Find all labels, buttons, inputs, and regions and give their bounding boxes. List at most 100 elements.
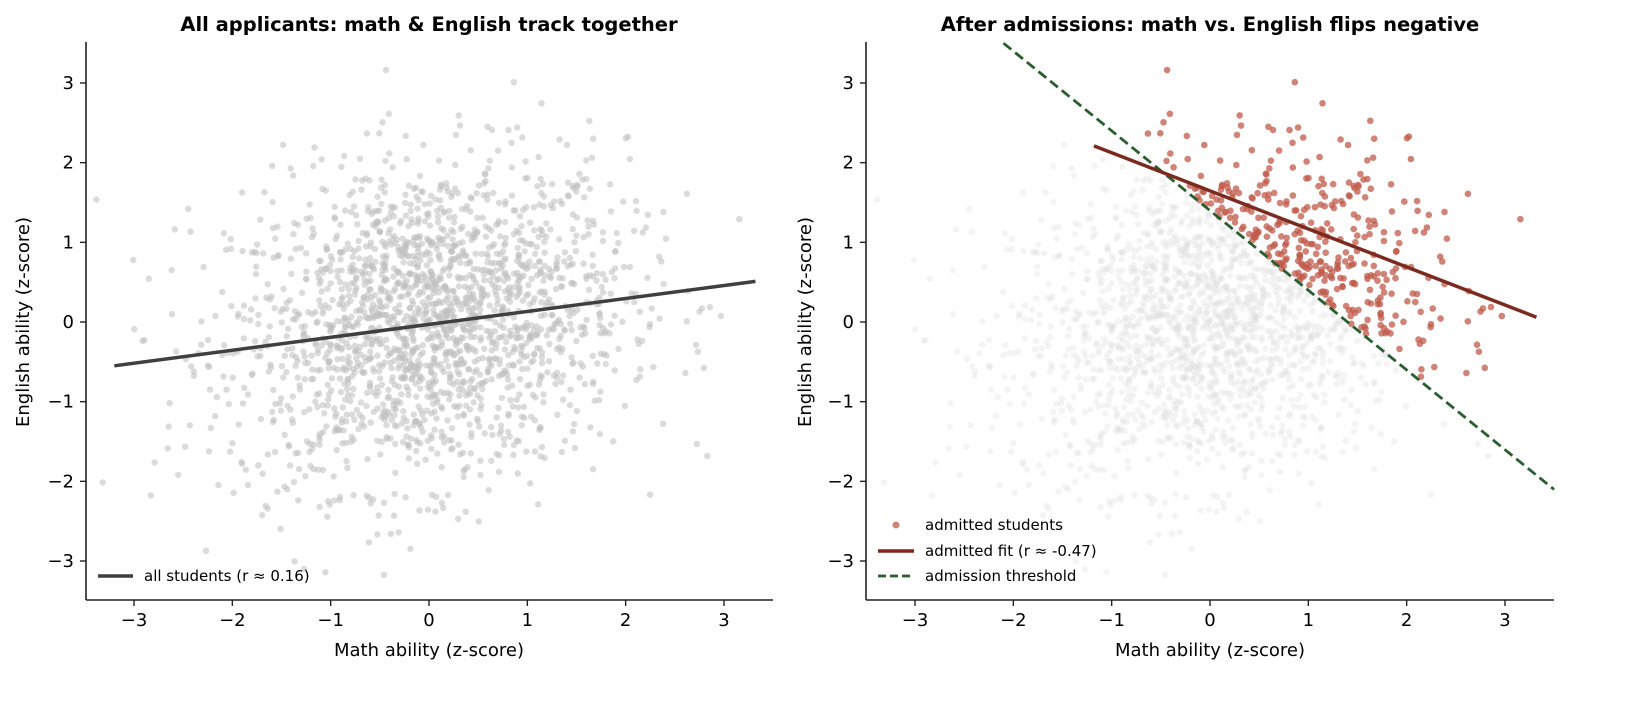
applicant-point (568, 326, 575, 334)
rejected-point (1311, 298, 1318, 306)
rejected-point (1309, 413, 1316, 420)
admitted-point (1439, 258, 1446, 265)
rejected-point (1170, 374, 1177, 381)
rejected-point (1240, 323, 1248, 331)
applicant-point (466, 421, 473, 428)
applicant-point (589, 352, 596, 359)
rejected-point (1163, 260, 1170, 267)
applicant-point (611, 312, 618, 319)
admitted-point (1312, 262, 1320, 270)
rejected-point (1194, 418, 1201, 425)
rejected-point (1140, 177, 1147, 184)
rejected-point (1252, 368, 1259, 376)
rejected-point (1236, 240, 1244, 247)
rejected-point (1210, 359, 1218, 366)
applicant-point (166, 399, 173, 407)
rejected-point (1000, 351, 1007, 359)
rejected-point (1244, 402, 1251, 409)
rejected-point (1207, 250, 1214, 257)
rejected-point (1105, 513, 1112, 520)
applicant-point (235, 310, 242, 317)
rejected-point (1246, 366, 1254, 373)
rejected-point (1165, 394, 1173, 402)
rejected-point (1002, 342, 1009, 349)
admitted-point (1226, 214, 1234, 221)
rejected-point (1172, 240, 1180, 247)
applicant-point (173, 348, 180, 355)
applicant-point (496, 452, 503, 459)
applicant-point (385, 229, 392, 237)
rejected-point (1249, 429, 1256, 437)
rejected-point (1281, 332, 1289, 340)
applicant-point (422, 456, 429, 463)
applicant-point (510, 441, 518, 449)
applicant-point (416, 420, 423, 428)
applicant-point (573, 232, 580, 239)
applicant-point (435, 289, 442, 296)
admission-threshold-line (1002, 42, 1555, 491)
rejected-point (1238, 347, 1245, 355)
admitted-point (1267, 157, 1275, 164)
applicant-point (367, 254, 374, 262)
applicant-point (283, 333, 291, 340)
applicant-point (457, 347, 464, 355)
applicant-point (337, 221, 344, 228)
rejected-point (1260, 354, 1268, 362)
admitted-point (1382, 329, 1389, 337)
rejected-point (1151, 389, 1158, 396)
rejected-point (1177, 301, 1184, 309)
rejected-point (1157, 324, 1164, 331)
rejected-point (1181, 362, 1189, 369)
rejected-point (1291, 451, 1298, 458)
rejected-point (1247, 314, 1255, 321)
rejected-point (1214, 245, 1222, 252)
applicant-point (405, 182, 413, 189)
applicant-point (207, 424, 215, 432)
applicant-point (484, 191, 491, 198)
rejected-point (1167, 319, 1174, 327)
rejected-point (1188, 201, 1195, 208)
applicant-point (413, 393, 420, 400)
applicant-point (348, 392, 356, 399)
rejected-point (1235, 360, 1242, 368)
applicant-point (348, 411, 356, 418)
rejected-point (1238, 451, 1245, 458)
rejected-point (1213, 300, 1220, 308)
applicant-point (545, 358, 553, 365)
applicant-point (553, 261, 560, 269)
rejected-point (1149, 312, 1156, 320)
rejected-point (1142, 308, 1149, 316)
rejected-point (1043, 502, 1050, 510)
admitted-point (1270, 242, 1277, 250)
applicant-point (374, 531, 381, 538)
rejected-point (1199, 375, 1207, 383)
applicant-point (431, 372, 438, 379)
applicant-point (264, 505, 271, 512)
applicant-point (441, 265, 448, 272)
rejected-point (1241, 334, 1248, 342)
applicant-point (515, 277, 523, 284)
rejected-point (1242, 252, 1250, 259)
rejected-point (1234, 404, 1241, 411)
rejected-point (1247, 421, 1254, 428)
applicant-point (454, 273, 461, 281)
rejected-point (1260, 287, 1267, 295)
rejected-point (1213, 508, 1220, 515)
applicant-point (354, 347, 362, 355)
rejected-point (1304, 323, 1312, 330)
admitted-point (1323, 220, 1331, 227)
applicant-point (457, 357, 465, 364)
rejected-point (1019, 460, 1027, 467)
applicant-point (591, 397, 598, 404)
legend-label-admitted-fit: admitted fit (r ≈ -0.47) (925, 542, 1097, 560)
applicant-point (252, 295, 259, 302)
rejected-point (1259, 295, 1267, 302)
rejected-point (1097, 436, 1104, 444)
applicant-point (301, 353, 308, 360)
rejected-point (1165, 317, 1173, 325)
rejected-point (963, 443, 970, 450)
applicant-point (407, 304, 414, 312)
applicant-point (385, 408, 392, 416)
rejected-point (1219, 316, 1227, 324)
applicant-point (314, 269, 321, 277)
